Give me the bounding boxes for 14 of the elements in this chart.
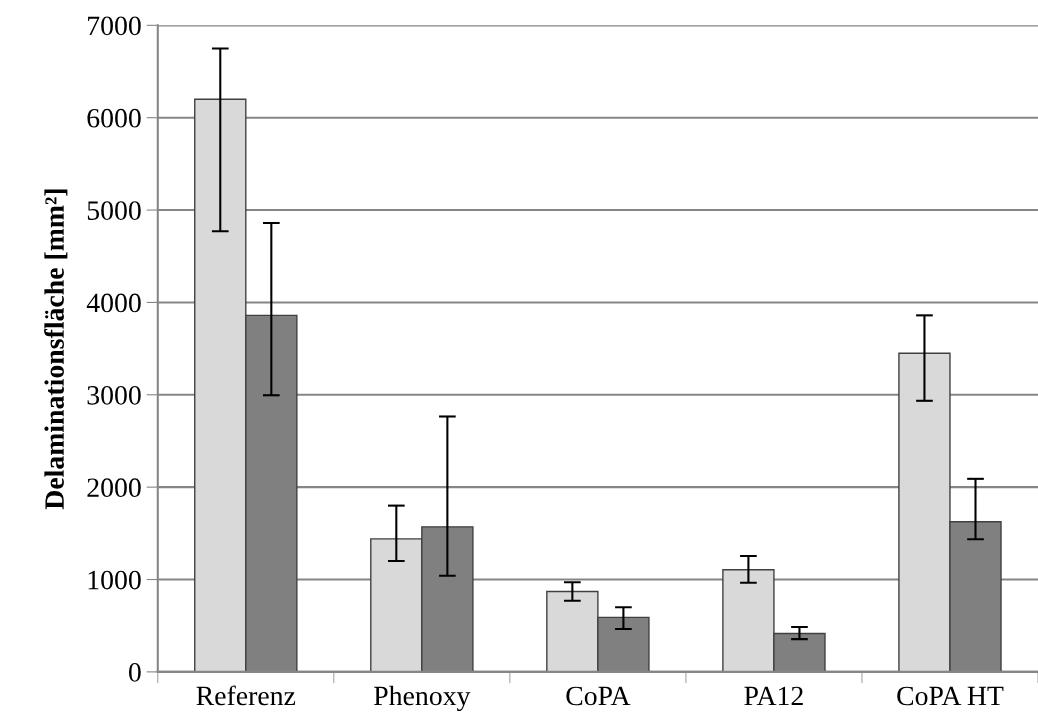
y-tick-label: 1000 xyxy=(88,570,141,590)
y-tick-label: 4000 xyxy=(86,293,141,313)
y-axis-title: Delaminationsfläche [mm²] xyxy=(44,189,68,510)
y-tick-label: 3000 xyxy=(87,385,141,405)
x-tick-label: Referenz xyxy=(196,685,296,706)
x-tick-label: CoPA HT xyxy=(897,686,1004,706)
y-tick-label: 6000 xyxy=(87,108,141,128)
x-tick-label: PA12 xyxy=(744,686,803,706)
x-tick-label: CoPA xyxy=(566,686,631,706)
y-tick-label: 7000 xyxy=(88,16,141,36)
y-tick-label: 0 xyxy=(128,663,141,682)
y-tick-label: 5000 xyxy=(87,201,141,220)
x-tick-label: Phenoxy xyxy=(374,685,471,712)
y-tick-label: 2000 xyxy=(87,478,141,498)
